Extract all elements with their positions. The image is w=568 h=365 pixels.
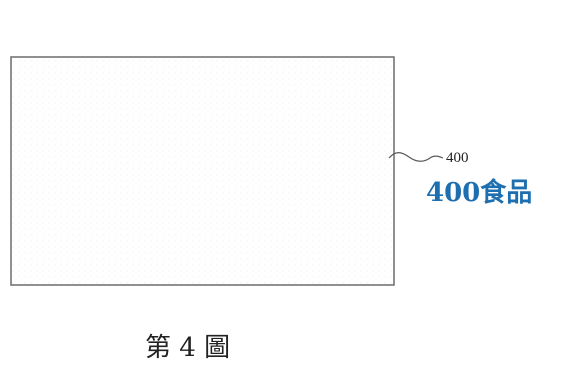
reference-numeral: 400 [446,150,469,166]
component-annotation: 400食品 [426,178,533,208]
leader-line [388,152,444,162]
food-item-rectangle [10,56,395,286]
figure-caption: 第 4 圖 [145,333,231,363]
